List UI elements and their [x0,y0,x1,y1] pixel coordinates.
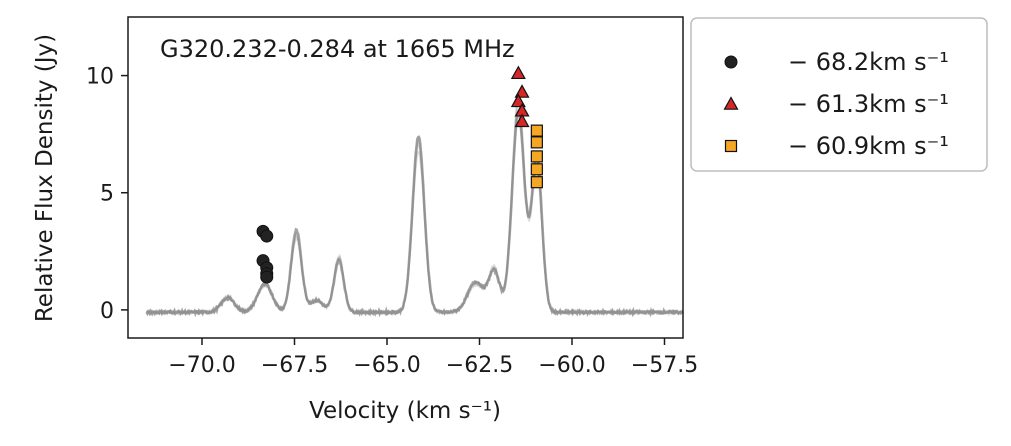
y-tick-label: 5 [100,182,114,207]
data-point-triangle [514,84,530,98]
x-tick-label: −62.5 [446,353,513,378]
data-point-square [530,176,543,189]
y-tick-label: 0 [100,299,114,324]
data-point-circle [260,229,274,243]
spectrum-line [145,112,685,318]
x-tick-label: −65.0 [353,353,420,378]
x-tick-label: −57.5 [631,353,698,378]
legend-label: − 61.3km s⁻¹ [788,90,949,118]
data-point-square [530,136,543,149]
legend: − 68.2km s⁻¹ − 61.3km s⁻¹ − 60.9km s⁻¹ [690,17,988,172]
spectrum-line [146,109,684,317]
chart-title: G320.232-0.284 at 1665 MHz [160,35,515,63]
x-axis-label: Velocity (km s⁻¹) [309,398,501,424]
plot-frame [127,16,684,339]
data-point-triangle [510,93,526,108]
legend-marker-circle [724,55,738,69]
y-tick-label: 10 [86,65,114,90]
x-tick-label: −70.0 [168,353,235,378]
spectrum-lines [145,92,685,318]
legend-marker-square [724,139,738,153]
data-point-triangle [514,113,530,128]
legend-label: − 68.2km s⁻¹ [788,48,949,76]
data-points [256,65,543,284]
legend-marker-triangle [723,96,739,110]
x-tick-label: −67.5 [261,353,328,378]
legend-label: − 60.9km s⁻¹ [788,132,949,160]
data-point-square [530,150,543,163]
y-axis-label: Relative Flux Density (Jy) [32,34,58,322]
data-point-square [530,163,543,176]
data-point-triangle [510,65,526,80]
data-point-square [530,124,543,137]
legend-items: − 68.2km s⁻¹ − 61.3km s⁻¹ − 60.9km s⁻¹ [723,48,949,160]
spectrum-line [145,102,684,317]
y-axis-ticks: 0 5 10 [86,65,128,324]
x-tick-label: −60.0 [538,353,605,378]
x-axis-ticks: −70.0 −67.5 −65.0 −62.5 −60.0 −57.5 [168,338,698,378]
legend-box [690,17,988,172]
data-point-circle [260,270,274,284]
